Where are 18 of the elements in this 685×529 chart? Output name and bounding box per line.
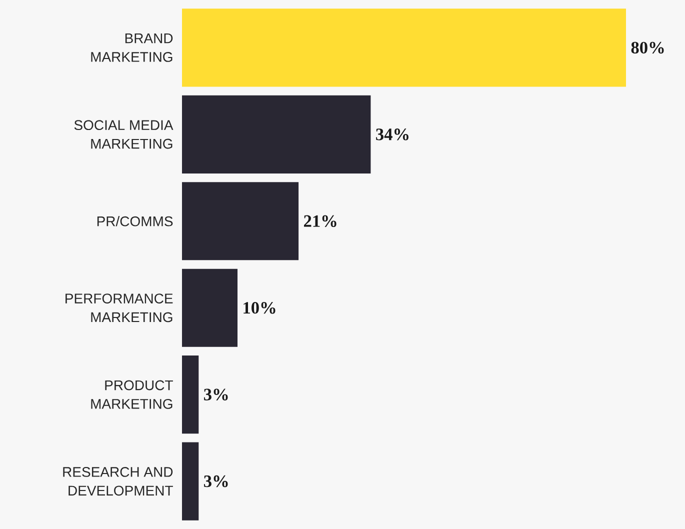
data-label: 3% (204, 475, 228, 488)
y-tick-label: PERFORMANCE MARKETING (66, 294, 173, 322)
bar (182, 95, 371, 174)
y-tick-label: RESEARCH AND DEVELOPMENT (63, 467, 173, 496)
data-label: 80% (631, 42, 664, 54)
data-label: 3% (204, 388, 228, 400)
bar (182, 8, 626, 87)
bar (182, 268, 238, 347)
data-label: 21% (304, 215, 336, 228)
bar (182, 442, 199, 520)
data-label: 10% (244, 302, 276, 314)
y-tick-label: PR/COMMS (97, 216, 173, 226)
y-tick-label: SOCIAL MEDIA MARKETING (74, 120, 174, 149)
y-tick-label: BRAND MARKETING (91, 33, 173, 62)
bar (182, 356, 199, 434)
data-label: 34% (376, 128, 408, 140)
y-tick-label: PRODUCT MARKETING (91, 380, 173, 409)
bar (182, 182, 299, 260)
